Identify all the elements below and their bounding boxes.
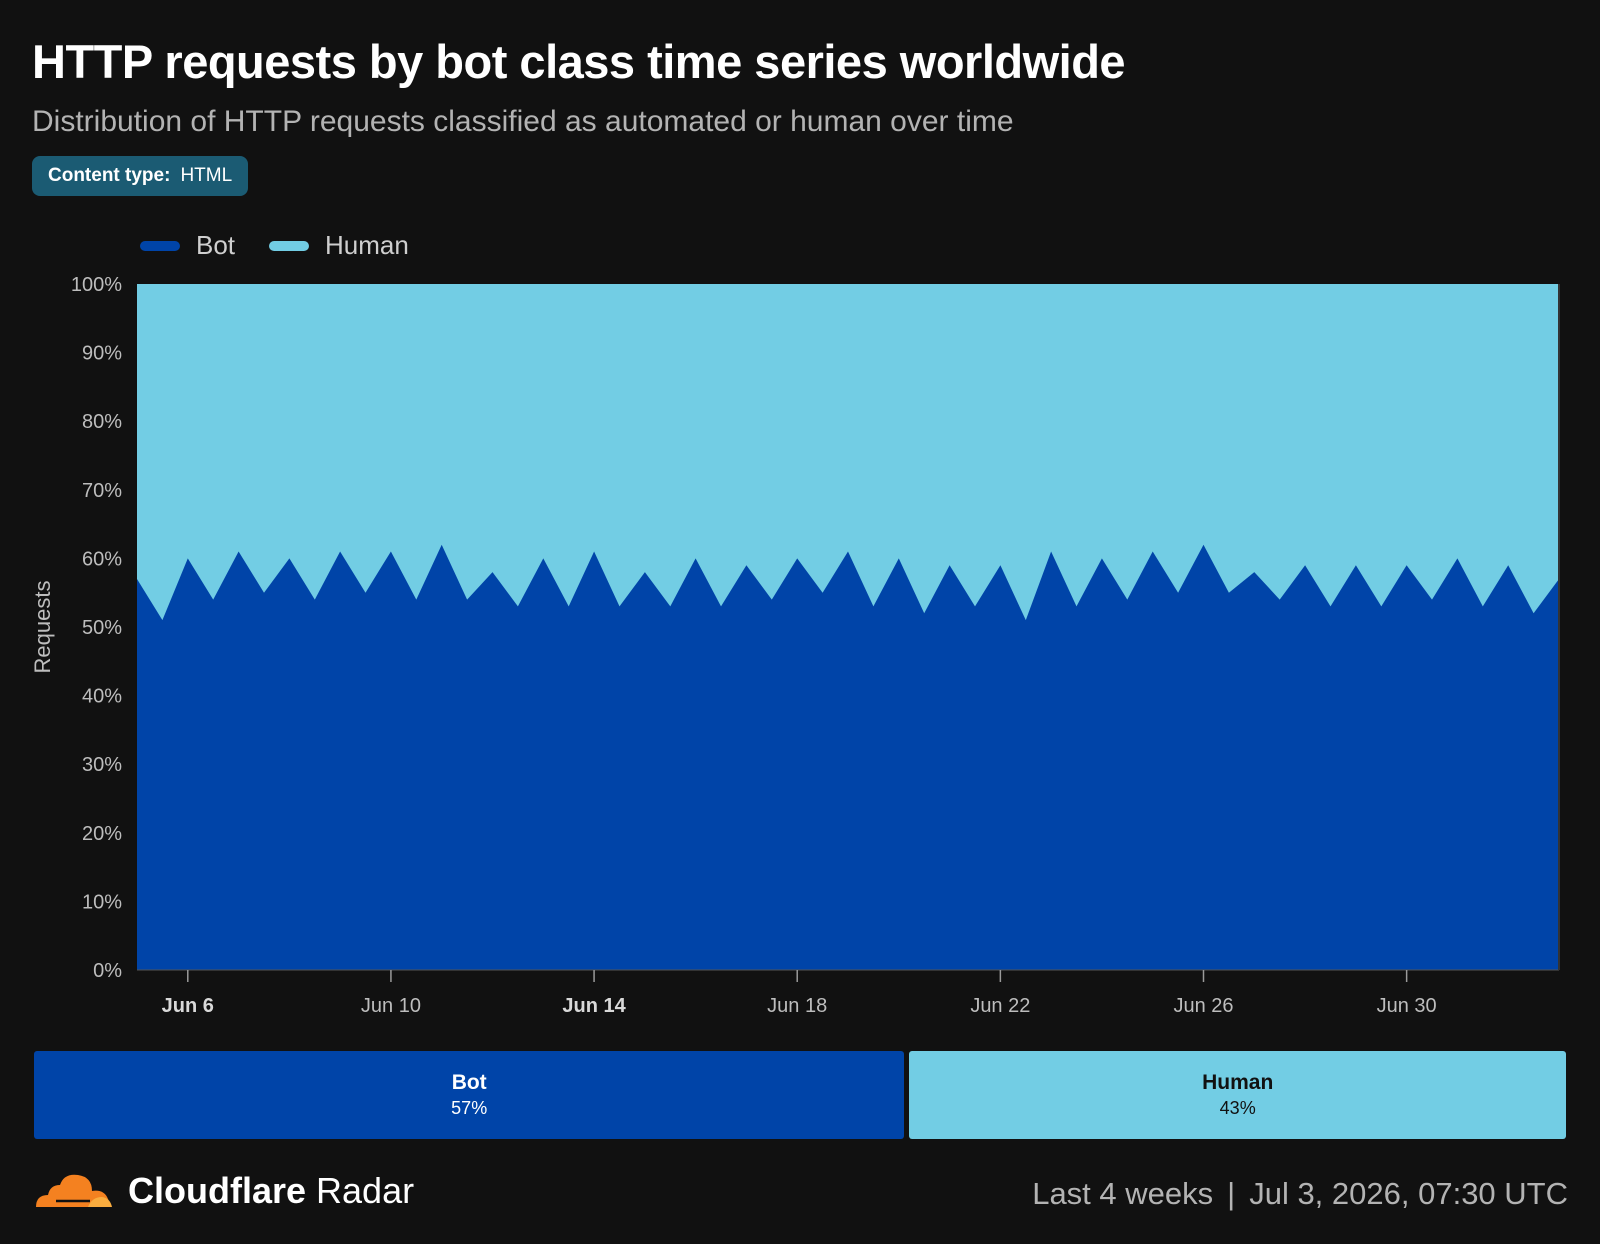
- summary-label-human: Human: [1202, 1071, 1274, 1094]
- summary-value-bot: 57%: [451, 1098, 488, 1118]
- filter-key: Content type:: [48, 165, 171, 186]
- summary-segment-human[interactable]: Human 43%: [909, 1051, 1566, 1139]
- y-tick-label: 10%: [82, 891, 122, 913]
- legend-label-human: Human: [325, 230, 409, 260]
- filter-value: HTML: [180, 165, 233, 186]
- x-tick-label: Jun 10: [361, 995, 421, 1017]
- legend-item-human[interactable]: Human: [269, 230, 409, 261]
- y-tick-label: 100%: [71, 274, 122, 296]
- brand-name: Cloudflare Radar: [128, 1170, 415, 1211]
- summary-label-bot: Bot: [451, 1071, 487, 1094]
- timestamp-label: Jul 3, 2026, 07:30 UTC: [1249, 1176, 1568, 1211]
- legend-swatch-human: [269, 240, 310, 251]
- cloudflare-radar-logo: Cloudflare Radar: [32, 1170, 414, 1212]
- series-area-bot: [137, 544, 1559, 970]
- x-tick-label: Jun 22: [970, 995, 1030, 1017]
- y-tick-label: 30%: [82, 754, 122, 776]
- y-tick-label: 90%: [82, 343, 122, 365]
- y-axis-title: Requests: [30, 581, 55, 674]
- footer-separator: |: [1227, 1176, 1236, 1211]
- stacked-area-chart[interactable]: 0% 10% 20% 30% 40% 50% 60% 70% 80% 90% 100% Jun 6 Ju…: [0, 260, 1600, 1020]
- content-type-filter-badge[interactable]: Content type: HTML: [32, 156, 249, 196]
- legend-swatch-bot: [140, 240, 180, 251]
- x-tick-label: Jun 6: [162, 995, 214, 1017]
- footer-meta: Last 4 weeks | Jul 3, 2026, 07:30 UTC: [1032, 1176, 1568, 1212]
- y-tick-label: 40%: [82, 686, 122, 708]
- cloudflare-cloud-icon: [36, 1174, 112, 1207]
- chart-legend: Bot Human: [140, 230, 443, 261]
- x-tick-label: Jun 26: [1173, 995, 1233, 1017]
- summary-value-human: 43%: [1219, 1098, 1256, 1118]
- y-tick-label: 0%: [93, 960, 122, 982]
- page-title: HTTP requests by bot class time series w…: [32, 35, 1126, 88]
- y-tick-label: 80%: [82, 411, 122, 433]
- time-range-label: Last 4 weeks: [1032, 1176, 1214, 1211]
- y-tick-label: 50%: [82, 617, 122, 639]
- legend-label-bot: Bot: [196, 230, 236, 260]
- share-summary-bar: Bot 57% Human 43%: [34, 1051, 1566, 1139]
- y-tick-label: 20%: [82, 823, 122, 845]
- x-tick-label: Jun 30: [1377, 995, 1437, 1017]
- y-tick-label: 70%: [82, 480, 122, 502]
- x-tick-label: Jun 14: [562, 995, 626, 1017]
- y-tick-label: 60%: [82, 548, 122, 570]
- page-subtitle: Distribution of HTTP requests classified…: [32, 105, 1014, 138]
- summary-segment-bot[interactable]: Bot 57%: [34, 1051, 905, 1139]
- x-tick-label: Jun 18: [767, 995, 827, 1017]
- legend-item-bot[interactable]: Bot: [140, 230, 235, 261]
